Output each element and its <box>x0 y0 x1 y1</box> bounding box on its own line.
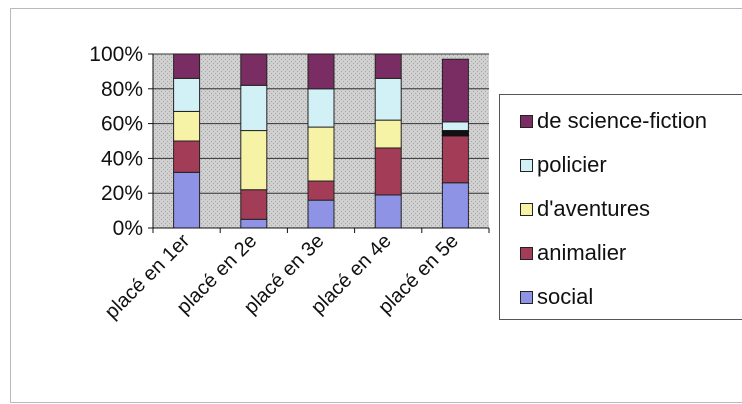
legend-label: d'aventures <box>537 196 651 221</box>
legend-swatch <box>520 290 533 304</box>
chart-frame: 0% 20% 40% 60% 80% 100% placé en 1er placé en 2… <box>10 8 742 403</box>
bars <box>173 53 469 229</box>
bar-segment <box>307 88 335 128</box>
legend-swatch <box>520 202 533 216</box>
bar-segment <box>374 119 402 149</box>
bar-segment <box>441 130 469 137</box>
y-tick-label: 80% <box>101 78 143 101</box>
y-tick-label: 40% <box>101 147 143 170</box>
bar-segment <box>374 53 402 79</box>
legend-swatch <box>520 158 533 172</box>
bar-segment <box>173 53 201 79</box>
legend-item: d'aventures <box>520 195 650 223</box>
legend-item: policier <box>520 151 607 179</box>
legend-item: de science-fiction <box>520 107 707 135</box>
y-tick-label: 60% <box>101 113 143 136</box>
bar-segment <box>307 180 335 201</box>
y-tick-label: 100% <box>89 43 143 66</box>
legend: de science-fiction policier d'aventures ani… <box>499 94 742 320</box>
legend-item: animalier <box>520 239 626 267</box>
legend-label: animalier <box>537 240 627 265</box>
legend-label: de science-fiction <box>537 108 707 133</box>
legend-swatch <box>520 114 533 128</box>
bar-segment <box>240 189 268 220</box>
legend-label: policier <box>537 152 607 177</box>
y-tick-label: 0% <box>113 217 143 240</box>
bar-segment <box>307 126 335 182</box>
bar-segment <box>441 182 469 229</box>
bar-segment <box>240 53 268 86</box>
bar-segment <box>240 84 268 132</box>
bar-segment <box>307 53 335 90</box>
bar-segment <box>441 58 469 123</box>
legend-label: social <box>537 284 594 309</box>
bar-segment <box>374 194 402 229</box>
bar-segment <box>173 140 201 173</box>
bar-segment <box>374 77 402 121</box>
legend-item: social <box>520 283 593 311</box>
bar-segment <box>374 147 402 196</box>
bar-segment <box>173 171 201 229</box>
y-tick-label: 20% <box>101 182 143 205</box>
bar-segment <box>173 110 201 142</box>
bar-segment <box>240 130 268 191</box>
bar-segment <box>240 218 268 229</box>
bar-segment <box>173 77 201 112</box>
bar-segment <box>441 135 469 184</box>
legend-swatch <box>520 246 533 260</box>
bar-segment <box>307 199 335 229</box>
